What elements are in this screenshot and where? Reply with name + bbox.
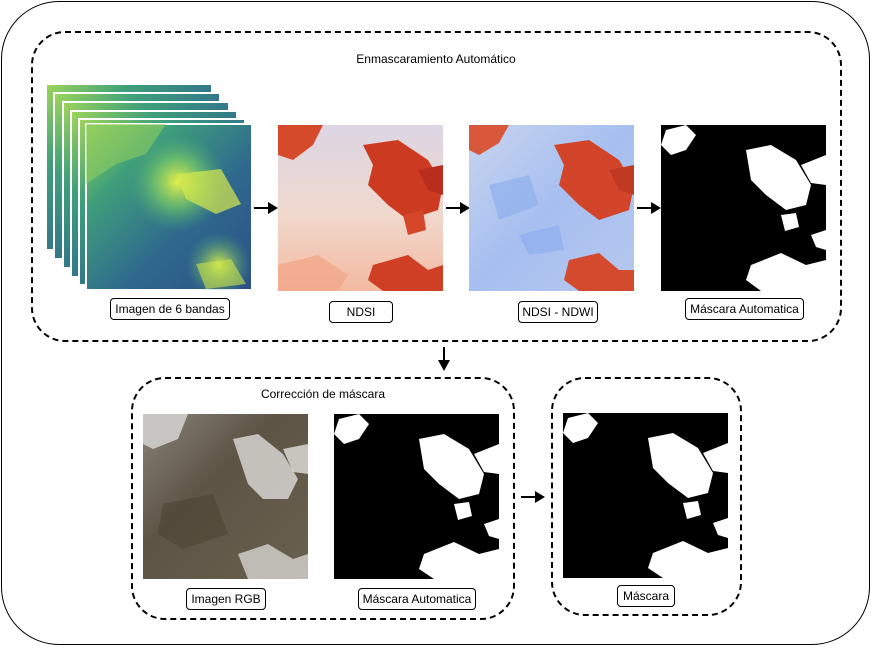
six-band-image-stack bbox=[45, 83, 256, 294]
rgb-label: Imagen RGB bbox=[186, 588, 266, 610]
mask-correction-group bbox=[131, 377, 515, 620]
rgb-image bbox=[143, 414, 308, 579]
arrow-right-icon bbox=[254, 202, 278, 214]
ndsi-ndwi-label: NDSI - NDWI bbox=[518, 301, 598, 323]
final-mask-image bbox=[563, 413, 728, 578]
automatic-masking-title: Enmascaramiento Automático bbox=[356, 52, 516, 66]
band-stack-graphic bbox=[45, 83, 253, 291]
automatic-mask-label: Máscara Automatica bbox=[685, 298, 804, 320]
final-mask-label: Máscara bbox=[617, 585, 675, 607]
ndsi-image bbox=[278, 125, 443, 291]
ndsi-label: NDSI bbox=[329, 301, 393, 323]
automatic-mask-correction-label: Máscara Automatica bbox=[358, 588, 476, 610]
band-layer-6 bbox=[85, 123, 253, 291]
mask-correction-title: Corrección de máscara bbox=[260, 387, 386, 401]
automatic-masking-group bbox=[31, 31, 842, 342]
final-mask-group bbox=[551, 377, 742, 616]
arrow-down-icon bbox=[438, 347, 450, 371]
six-band-label: Imagen de 6 bandas bbox=[110, 298, 230, 320]
ndsi-ndwi-image bbox=[469, 125, 634, 291]
arrow-right-icon bbox=[446, 202, 470, 214]
automatic-mask-correction-image bbox=[334, 414, 499, 579]
arrow-right-icon bbox=[521, 491, 545, 503]
automatic-mask-image bbox=[661, 125, 826, 291]
arrow-right-icon bbox=[637, 202, 661, 214]
